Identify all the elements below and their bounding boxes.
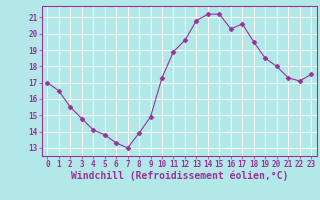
X-axis label: Windchill (Refroidissement éolien,°C): Windchill (Refroidissement éolien,°C)	[70, 171, 288, 181]
